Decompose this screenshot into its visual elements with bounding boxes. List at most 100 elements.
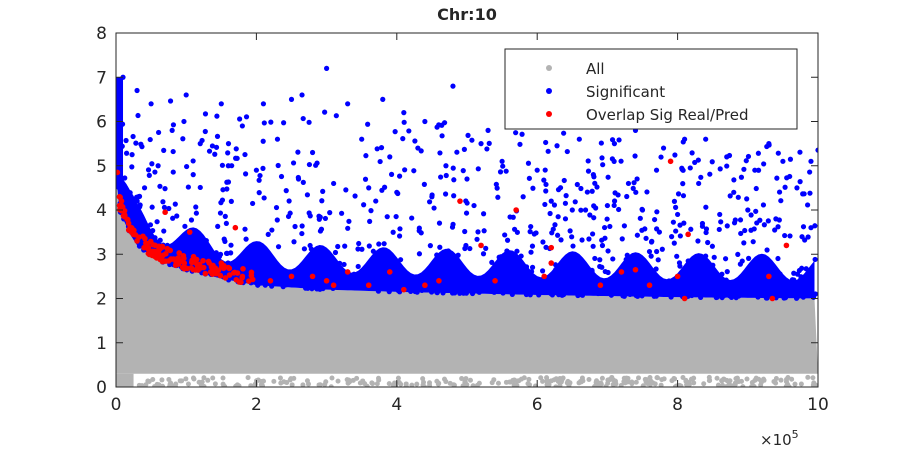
significant-point [778, 292, 784, 299]
all-point [259, 379, 265, 385]
significant-point [239, 123, 245, 129]
all-point [362, 381, 368, 387]
significant-point [359, 136, 365, 142]
all-point [811, 384, 817, 387]
significant-point [374, 146, 380, 152]
overlap-point [618, 269, 625, 275]
significant-point [222, 213, 228, 219]
significant-point [460, 168, 466, 174]
significant-point [416, 251, 423, 257]
significant-point [485, 286, 491, 292]
significant-point [366, 243, 372, 249]
significant-point [590, 243, 596, 249]
significant-point [217, 210, 224, 216]
all-point [120, 382, 126, 387]
all-point [116, 383, 120, 387]
significant-point [796, 283, 803, 289]
significant-point [367, 218, 373, 225]
all-point [677, 382, 683, 387]
legend-label-significant: Significant [586, 83, 665, 101]
overlap-point [195, 267, 201, 273]
all-point [672, 384, 678, 387]
significant-point [602, 235, 608, 241]
significant-point [475, 166, 481, 172]
significant-point [408, 281, 414, 287]
significant-point [807, 190, 813, 196]
significant-point [256, 278, 262, 284]
significant-point [400, 136, 406, 142]
all-point [271, 378, 277, 384]
overlap-point [232, 224, 239, 231]
all-point [495, 380, 501, 386]
overlap-point [124, 216, 131, 223]
overlap-point [230, 270, 237, 276]
significant-point [440, 290, 446, 296]
all-point [281, 379, 287, 385]
all-point [778, 377, 784, 383]
significant-point [135, 112, 141, 119]
significant-point [659, 246, 665, 252]
all-point [714, 375, 720, 381]
overlap-point [147, 238, 154, 245]
significant-point [668, 294, 674, 300]
significant-point [539, 268, 546, 274]
significant-point [370, 248, 376, 254]
all-point [185, 381, 191, 387]
significant-point [629, 256, 635, 262]
overlap-point [142, 235, 148, 242]
significant-point [738, 230, 744, 237]
significant-point [443, 172, 449, 179]
all-point [555, 378, 561, 384]
significant-point [218, 200, 224, 206]
significant-point [780, 158, 786, 164]
significant-point [233, 155, 239, 161]
overlap-point [222, 275, 229, 281]
significant-point [233, 146, 239, 152]
significant-point [157, 237, 163, 243]
significant-point [750, 239, 756, 245]
significant-point [319, 198, 325, 204]
significant-point [485, 127, 491, 133]
significant-point [161, 147, 167, 153]
significant-point [197, 141, 203, 147]
significant-point [594, 184, 600, 190]
significant-point [518, 279, 524, 286]
significant-point [202, 111, 209, 117]
significant-point [183, 92, 189, 98]
significant-point [116, 165, 121, 171]
significant-point [572, 199, 578, 205]
all-point [395, 375, 401, 381]
significant-point [295, 176, 302, 182]
significant-point [711, 254, 717, 260]
significant-point [657, 284, 664, 290]
all-point [177, 378, 183, 384]
significant-point [775, 224, 781, 230]
legend: All Significant Overlap Sig Real/Pred [504, 48, 798, 130]
overlap-point [548, 260, 555, 266]
significant-point [689, 150, 695, 156]
significant-point [502, 232, 508, 238]
significant-point [228, 198, 234, 204]
significant-point [761, 161, 767, 167]
significant-point [376, 241, 382, 247]
significant-point [561, 130, 567, 136]
all-point [642, 376, 648, 382]
significant-point [162, 186, 168, 192]
significant-point [764, 291, 770, 297]
significant-point [169, 127, 175, 133]
significant-point [396, 173, 403, 179]
significant-point [147, 136, 153, 143]
significant-point [135, 211, 141, 217]
significant-point [327, 210, 333, 216]
overlap-point [226, 272, 233, 278]
significant-point [134, 198, 140, 204]
significant-point [605, 269, 611, 276]
significant-point [273, 204, 280, 211]
significant-point [755, 294, 761, 300]
significant-point [601, 224, 608, 231]
all-point [403, 383, 409, 387]
significant-point [299, 230, 305, 237]
significant-point [784, 175, 790, 181]
significant-point [497, 268, 503, 274]
legend-marker-significant [546, 88, 552, 94]
